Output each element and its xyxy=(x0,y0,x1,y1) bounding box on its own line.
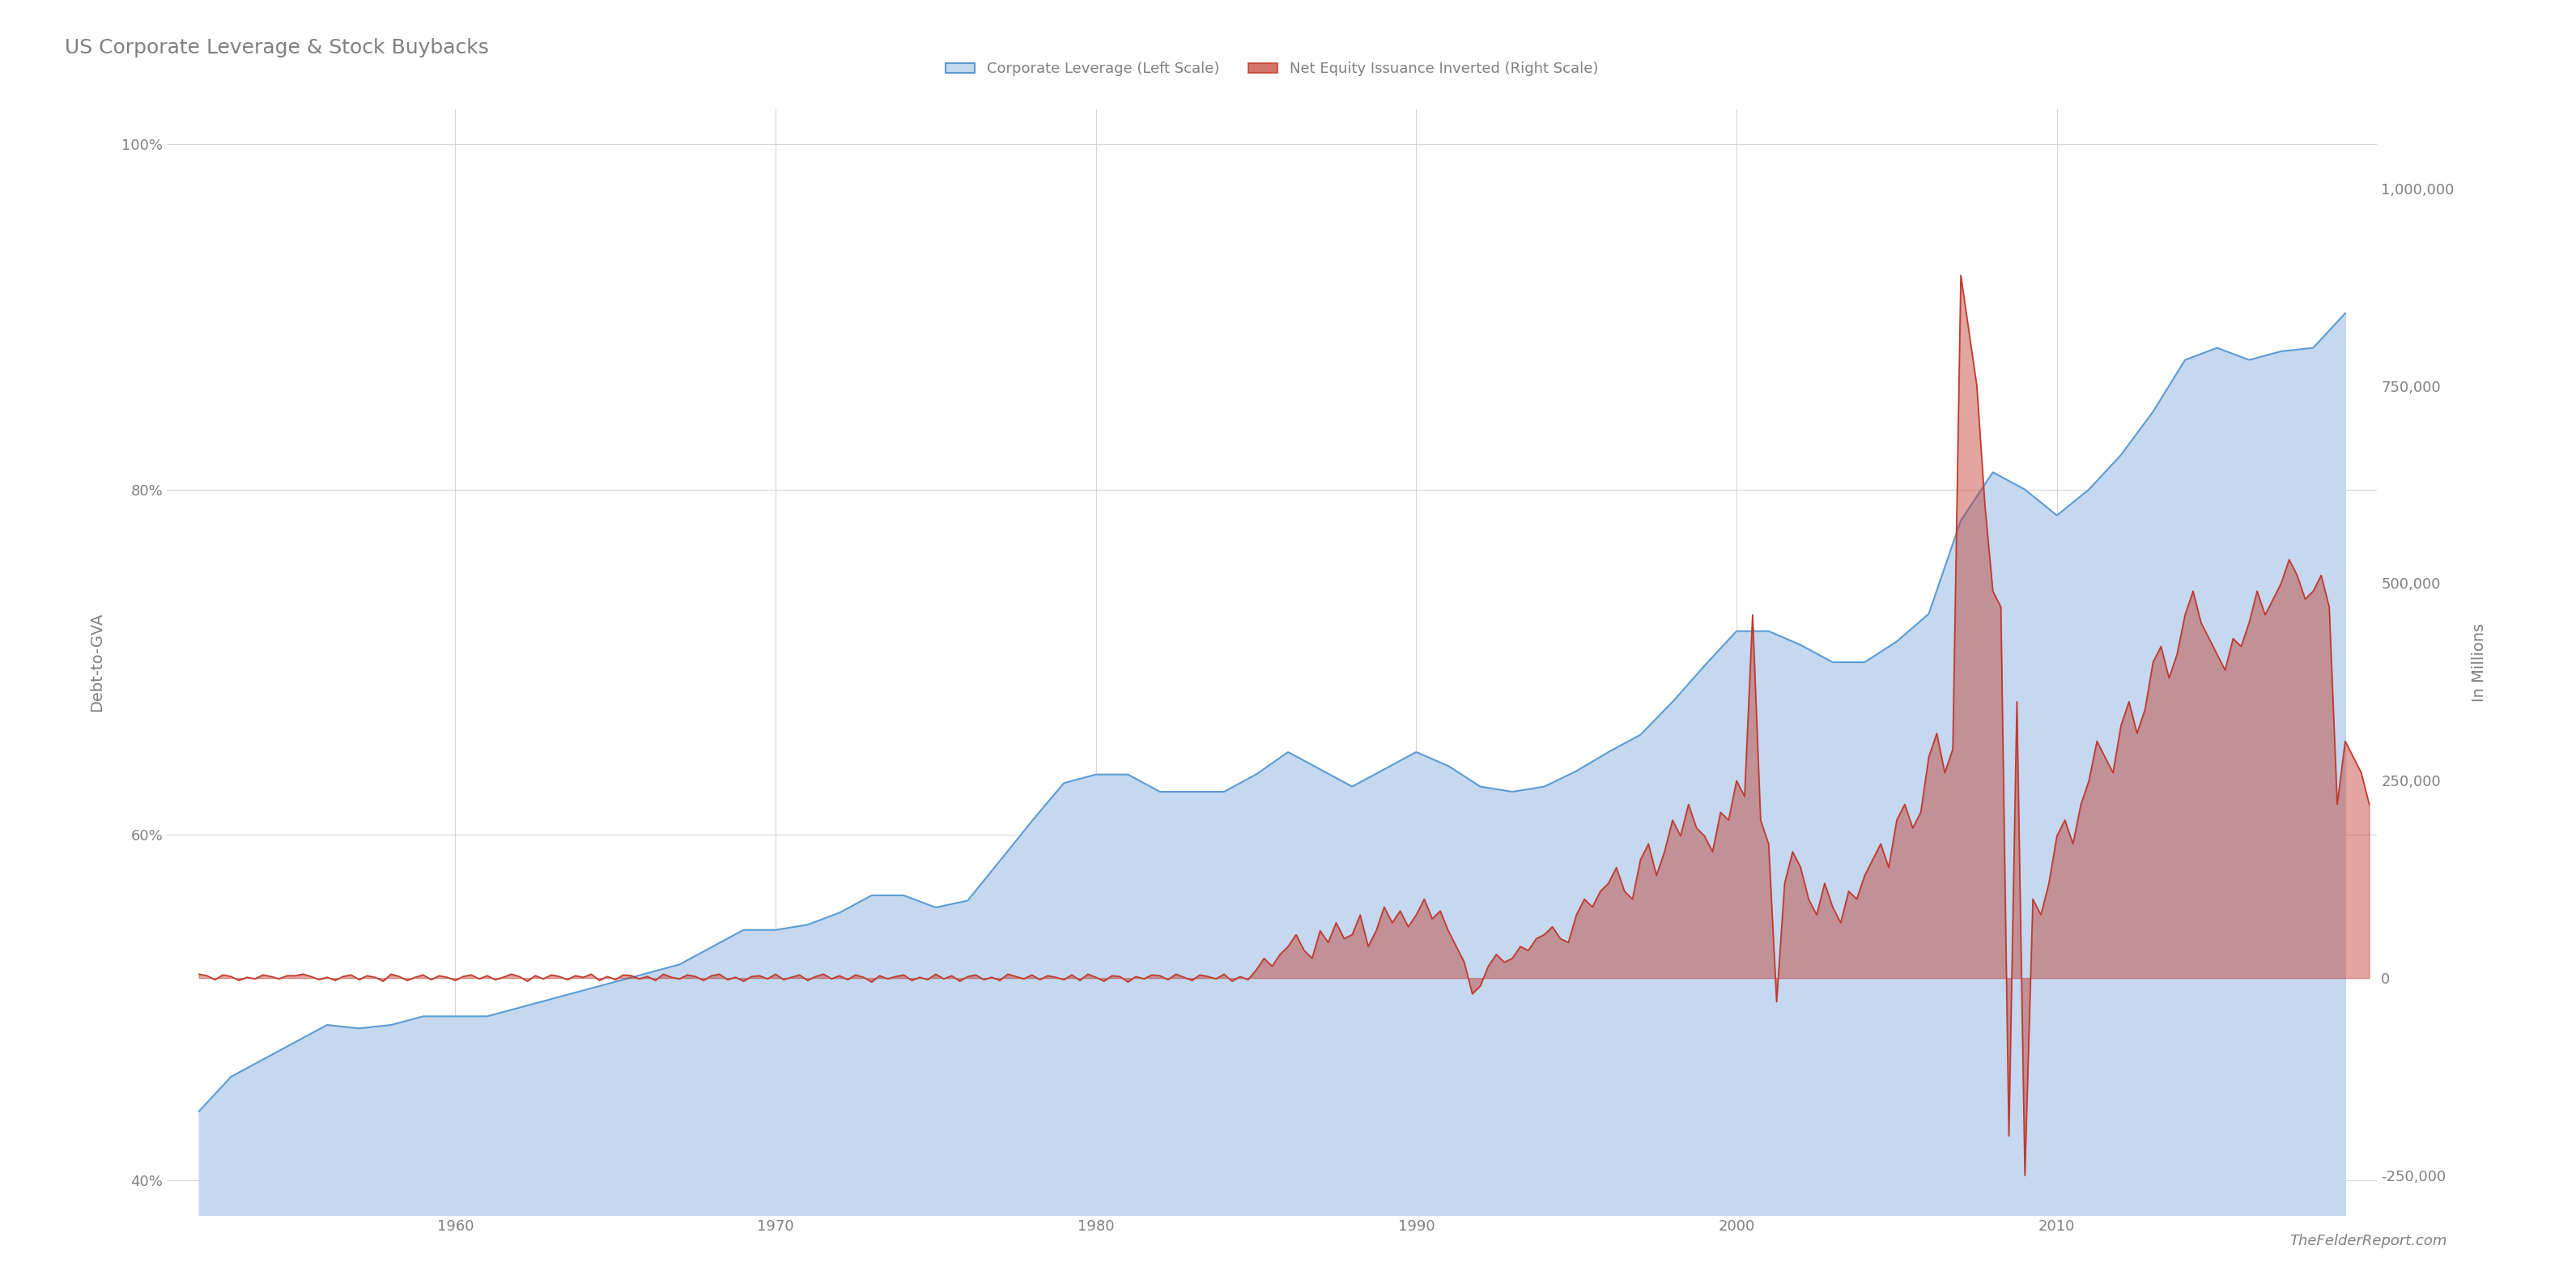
Y-axis label: In Millions: In Millions xyxy=(2470,623,2486,702)
Legend: Corporate Leverage (Left Scale), Net Equity Issuance Inverted (Right Scale): Corporate Leverage (Left Scale), Net Equ… xyxy=(940,56,1605,83)
Text: US Corporate Leverage & Stock Buybacks: US Corporate Leverage & Stock Buybacks xyxy=(64,38,489,57)
Text: TheFelderReport.com: TheFelderReport.com xyxy=(2290,1234,2447,1248)
Y-axis label: Debt-to-GVA: Debt-to-GVA xyxy=(90,613,106,712)
